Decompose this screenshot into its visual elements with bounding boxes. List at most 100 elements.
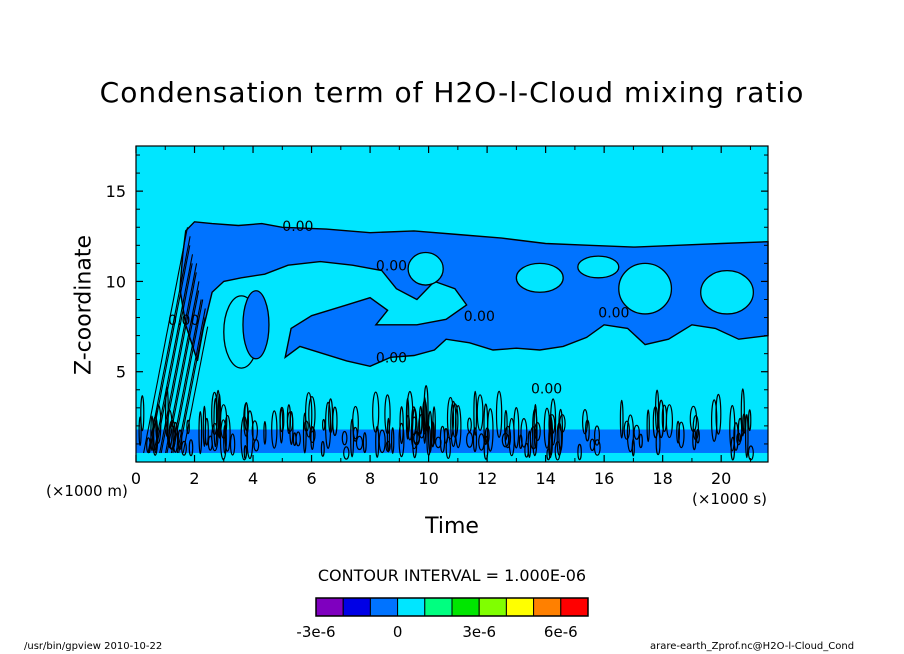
colorbar-swatch xyxy=(424,597,453,617)
contour-line xyxy=(646,409,650,443)
contour-line xyxy=(744,413,749,459)
contour-line xyxy=(740,388,745,437)
contour-label: 0.00 xyxy=(598,306,629,322)
x-tick-label: 6 xyxy=(306,469,316,488)
contour-line xyxy=(154,263,193,454)
contour-line xyxy=(593,439,601,456)
heatmap-surface-region xyxy=(136,452,768,462)
colorbar-swatch xyxy=(478,597,507,617)
contour-line xyxy=(176,308,206,454)
contour-line xyxy=(554,441,561,461)
contour-line xyxy=(160,272,197,454)
contour-line xyxy=(362,432,367,454)
contour-line xyxy=(182,326,209,454)
contour-line xyxy=(332,406,338,437)
contour-line xyxy=(181,440,187,456)
contour-label: 0.00 xyxy=(531,381,562,397)
contour-line xyxy=(445,436,451,459)
colorbar-swatch xyxy=(560,597,589,617)
contour-line xyxy=(495,390,503,438)
contour-line xyxy=(483,403,489,446)
contour-line xyxy=(304,420,309,432)
contour-line xyxy=(292,432,297,447)
contour-line xyxy=(473,390,478,436)
x-axis-unit: (×1000 s) xyxy=(692,490,768,508)
x-tick-label: 14 xyxy=(535,469,555,488)
contour-line xyxy=(658,399,665,439)
contour-line xyxy=(229,433,236,456)
contour-line xyxy=(302,412,307,454)
contour-line xyxy=(559,414,566,433)
contour-line xyxy=(153,254,194,454)
contour-line xyxy=(748,409,752,432)
contour-line xyxy=(619,399,624,439)
contour-line xyxy=(143,227,189,454)
contour-line xyxy=(251,420,258,441)
contour-line xyxy=(378,429,386,454)
contour-line xyxy=(676,420,680,444)
contour-line xyxy=(211,391,218,436)
x-tick-label: 18 xyxy=(652,469,672,488)
colorbar-tick-label: 6e-6 xyxy=(544,623,578,641)
contour-line xyxy=(661,404,668,432)
contour-line xyxy=(593,425,600,446)
contour-line xyxy=(638,433,643,449)
x-tick-label: 10 xyxy=(418,469,438,488)
contour-line xyxy=(508,417,515,457)
contour-line xyxy=(626,414,635,453)
contour-line xyxy=(140,395,145,432)
contour-line xyxy=(263,421,267,445)
heatmap-cloud-cell xyxy=(242,290,270,360)
contour-line xyxy=(466,431,474,448)
colorbar-swatch xyxy=(342,597,371,617)
contour-line xyxy=(472,427,478,453)
y-axis-label: Z-coordinate xyxy=(71,235,97,375)
contour-line xyxy=(198,411,203,455)
contour-label: 0.00 xyxy=(464,309,495,325)
heatmap-region-hole xyxy=(618,262,673,315)
contour-line xyxy=(422,396,427,444)
heatmap-region-hole xyxy=(700,269,755,315)
contour-line xyxy=(454,405,462,449)
x-axis-label: Time xyxy=(425,514,479,539)
colorbar-frame xyxy=(315,597,589,617)
contour-line xyxy=(432,406,436,445)
contour-line xyxy=(677,421,685,449)
colorbar-swatch xyxy=(369,597,399,617)
x-tick-label: 4 xyxy=(248,469,258,488)
contour-label: 0.00 xyxy=(376,259,407,275)
contour-line xyxy=(166,290,200,454)
x-tick-label: 16 xyxy=(594,469,614,488)
colorbar-tick-label: -3e-6 xyxy=(296,623,335,641)
contour-line xyxy=(355,435,364,451)
contour-line xyxy=(308,395,316,433)
contour-line xyxy=(148,245,191,454)
y-tick-label: 15 xyxy=(106,182,126,201)
contour-line xyxy=(391,427,395,454)
contour-line xyxy=(202,405,207,447)
contour-line xyxy=(549,398,557,446)
contour-line xyxy=(271,410,278,449)
contour-line xyxy=(581,409,588,435)
colorbar-swatch xyxy=(533,597,562,617)
contour-line xyxy=(476,394,484,431)
contour-line xyxy=(730,436,736,461)
contour-line xyxy=(715,393,722,435)
contour-line xyxy=(279,406,285,433)
contour-line xyxy=(219,404,228,439)
contour-line xyxy=(188,439,194,457)
x-tick-label: 0 xyxy=(131,469,141,488)
contour-line xyxy=(520,417,528,448)
contour-line xyxy=(633,424,640,440)
plot-frame xyxy=(135,145,769,463)
colorbar-swatch xyxy=(451,597,480,617)
contour-line xyxy=(350,418,355,458)
contour-line xyxy=(224,414,231,452)
contour-line xyxy=(418,405,423,435)
contour-label: 0.00 xyxy=(168,313,199,329)
contour-line xyxy=(692,415,700,441)
colorbar-swatch xyxy=(315,597,344,617)
heatmap-cloud-region xyxy=(179,221,769,368)
x-tick-label: 2 xyxy=(189,469,199,488)
